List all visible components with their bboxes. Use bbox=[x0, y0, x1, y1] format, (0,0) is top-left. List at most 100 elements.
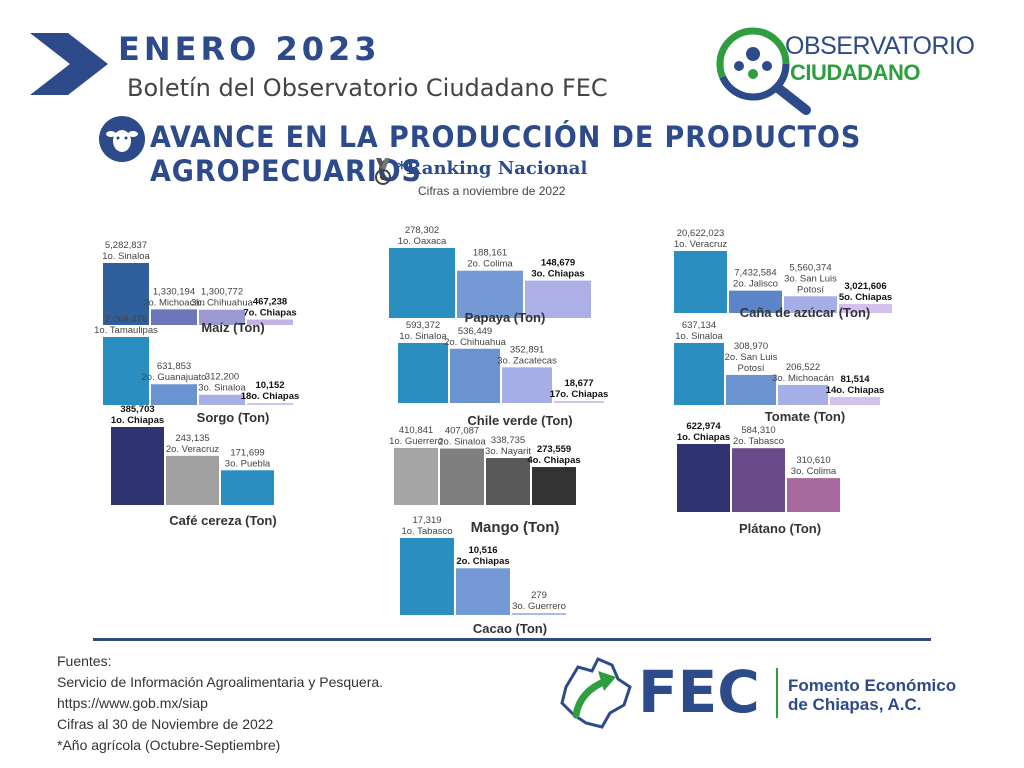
chiapas-map-icon bbox=[560, 657, 632, 729]
bulletin-subtitle: Boletín del Observatorio Ciudadano FEC bbox=[127, 74, 608, 102]
bar-category-label: 1o. Sinaloa bbox=[675, 331, 723, 342]
bar bbox=[554, 401, 604, 403]
bar-value-label: 310,610 bbox=[796, 455, 830, 466]
bar bbox=[778, 384, 828, 405]
bar-category-label: 1o. Tabasco bbox=[401, 526, 452, 537]
bar-value-label: 352,891 bbox=[510, 344, 544, 355]
bar-value-label: 338,735 bbox=[491, 435, 525, 446]
ranking-heading: *Ranking Nacional bbox=[397, 158, 588, 179]
as-of-note: Cifras a noviembre de 2022 bbox=[418, 184, 566, 198]
chart-title: Sorgo (Ton) bbox=[196, 410, 270, 425]
bar bbox=[784, 296, 837, 313]
bar-category-label: 3o. Colima bbox=[791, 466, 837, 477]
bar-category-label: 2o. Veracruz bbox=[166, 444, 220, 455]
bar-value-label: 5,560,374 bbox=[789, 262, 831, 273]
bar-value-label: 584,310 bbox=[741, 425, 775, 436]
bar-value-label: 279 bbox=[531, 590, 547, 601]
bar-value-label: 20,622,023 bbox=[677, 228, 725, 239]
bar-value-label: 5,282,837 bbox=[105, 240, 147, 251]
bar-category-label: 3o. Michoacán bbox=[772, 373, 834, 384]
bar-category-label: 2o. Guanajuato bbox=[142, 372, 207, 383]
chart-tomate: 637,134 1o. Sinaloa 308,970 2o. San Luis Pot… bbox=[660, 320, 950, 424]
bar bbox=[111, 427, 164, 505]
chart-platano: 622,974 1o. Chiapas 584,310 2o. Tabasco 310,… bbox=[660, 420, 900, 536]
bar-category-label: 1o. Oaxaca bbox=[398, 236, 447, 247]
observatorio-magnifier-icon bbox=[716, 27, 811, 115]
bar bbox=[221, 470, 274, 505]
chevron-arrow-icon bbox=[30, 33, 108, 95]
chart-title: Papaya (Ton) bbox=[464, 310, 546, 325]
source-line: *Año agrícola (Octubre-Septiembre) bbox=[57, 737, 281, 753]
chart-title: Maíz (Ton) bbox=[201, 320, 265, 335]
bar bbox=[787, 478, 840, 512]
bar-category-label: 7o. Chiapas bbox=[243, 308, 296, 319]
bar bbox=[247, 403, 293, 405]
bar bbox=[199, 394, 245, 405]
main-title: AVANCE EN LA PRODUCCIÓN DE PRODUCTOS AGR… bbox=[150, 120, 862, 188]
chart-title: Caña de azúcar (Ton) bbox=[739, 305, 871, 320]
source-line: Fuentes: bbox=[57, 653, 112, 669]
bar-category-label: 14o. Chiapas bbox=[826, 385, 885, 396]
medal-icon bbox=[375, 158, 391, 185]
bar bbox=[674, 251, 727, 313]
bar bbox=[726, 374, 776, 405]
bar bbox=[103, 263, 149, 325]
chart-sorgo: 2,069,476 1o. Tamaulipas 631,853 2o. Guanaj… bbox=[88, 314, 378, 425]
bar-category-label: 3o. Guerrero bbox=[512, 601, 566, 612]
bar bbox=[839, 303, 892, 313]
bar-value-label: 17,319 bbox=[412, 515, 441, 526]
bar-category-label: 17o. Chiapas bbox=[550, 389, 609, 400]
bar-category-label: 3o. Sinaloa bbox=[198, 383, 246, 394]
bar-value-label: 171,699 bbox=[230, 447, 264, 458]
bar bbox=[532, 467, 576, 505]
bar-category-label: 3o. Puebla bbox=[225, 458, 271, 469]
bar bbox=[457, 270, 523, 318]
chart-title: Café cereza (Ton) bbox=[169, 513, 277, 528]
bar bbox=[400, 538, 454, 615]
source-line: Servicio de Información Agroalimentaria … bbox=[57, 674, 384, 690]
sources-block: Fuentes: Servicio de Información Agroali… bbox=[57, 651, 383, 756]
chart-maiz: 5,282,837 1o. Sinaloa 1,330,194 2o. Michoac… bbox=[88, 210, 378, 335]
bar bbox=[732, 448, 785, 512]
bar-value-label: 18,677 bbox=[564, 378, 593, 389]
bar bbox=[456, 568, 510, 615]
footer-divider bbox=[93, 638, 931, 641]
bar-category-label: 1o. Tamaulipas bbox=[94, 325, 158, 336]
chart-cafe: 385,703 1o. Chiapas 243,135 2o. Veracruz 171… bbox=[88, 404, 358, 528]
bar-value-label: 410,841 bbox=[399, 425, 433, 436]
bar bbox=[199, 309, 245, 325]
bar-value-label: 10,516 bbox=[468, 545, 497, 556]
bar-value-label: 243,135 bbox=[175, 433, 209, 444]
bar bbox=[729, 290, 782, 313]
bar-category-label: 1o. Chiapas bbox=[677, 432, 730, 443]
bar bbox=[166, 455, 219, 505]
bar-category-label: 18o. Chiapas bbox=[241, 391, 300, 402]
cow-icon bbox=[99, 116, 145, 162]
bar-value-label: 593,372 bbox=[406, 320, 440, 331]
bar bbox=[389, 248, 455, 318]
bar-category-label: Potosí bbox=[738, 363, 765, 374]
bar-value-label: 308,970 bbox=[734, 341, 768, 352]
chart-title: Plátano (Ton) bbox=[738, 521, 822, 536]
chart-cana: 20,622,023 1o. Veracruz 7,432,584 2o. Jalis… bbox=[660, 218, 950, 322]
bar-value-label: 3,021,606 bbox=[844, 281, 886, 292]
bulletin-month: ENERO 2023 bbox=[118, 30, 381, 68]
bar bbox=[502, 367, 552, 403]
bar-category-label: 1o. Sinaloa bbox=[102, 251, 150, 262]
chart-papaya: 278,302 1o. Oaxaca 188,161 2o. Colima 148,67… bbox=[385, 200, 625, 327]
bar-category-label: 2o. Tabasco bbox=[733, 436, 784, 447]
bar-category-label: 1o. Sinaloa bbox=[399, 331, 447, 342]
fec-logo-divider bbox=[776, 668, 778, 718]
fec-name: Fomento Económico de Chiapas, A.C. bbox=[788, 676, 956, 714]
source-link[interactable]: https://www.gob.mx/siap bbox=[57, 695, 208, 711]
bar-category-label: 3o. San Luis bbox=[784, 273, 837, 284]
bar-value-label: 312,200 bbox=[205, 372, 239, 383]
fec-name-line1: Fomento Económico bbox=[788, 676, 957, 695]
chart-cacao: 17,319 1o. Tabasco 10,516 2o. Chiapas 279 3o.… bbox=[385, 515, 635, 636]
bar-category-label: 2o. Jalisco bbox=[733, 279, 778, 290]
chart-mango: 410,841 1o. Guerrero 407,087 2o. Sinaloa 338… bbox=[385, 425, 645, 536]
